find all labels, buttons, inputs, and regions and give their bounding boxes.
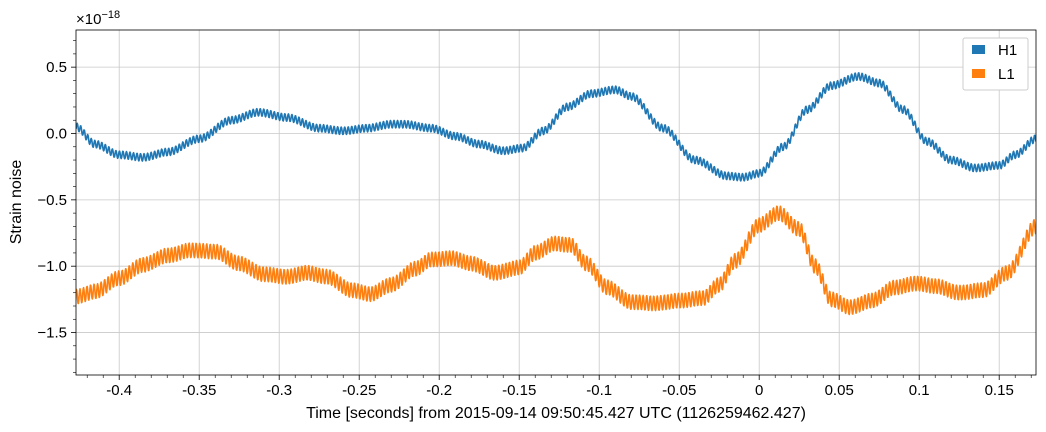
x-tick-label: 0.1 [909,382,930,399]
x-tick-label: -0.35 [182,382,216,399]
series-line-h1 [76,72,1036,182]
x-tick-label: 0.05 [825,382,854,399]
series-layer [76,72,1036,316]
x-tick-label: -0.3 [266,382,292,399]
y-tick-label: 0.0 [46,126,67,143]
plot-area [76,72,1036,316]
y-tick-label: 0.5 [46,59,67,76]
y-tick-label: −0.5 [37,192,67,209]
x-tick-label: -0.05 [662,382,696,399]
legend-swatch-l1 [972,69,985,78]
y-tick-label: −1.5 [37,325,67,342]
x-tick-label: -0.15 [502,382,536,399]
y-tick-label: −1.0 [37,258,67,275]
plot-frame [75,29,1037,376]
legend-label-l1: L1 [998,66,1015,83]
x-tick-label: -0.4 [106,382,132,399]
legend-swatch-h1 [972,45,985,54]
x-tick-label: -0.25 [342,382,376,399]
x-tick-label: -0.2 [426,382,452,399]
y-axis-label: Strain noise [8,160,25,245]
legend-label-h1: H1 [998,42,1017,59]
x-tick-label: 0.15 [985,382,1014,399]
x-tick-label: 0 [755,382,763,399]
y-axis: 0.5 0.0 −0.5 −1.0 −1.5 [37,40,76,373]
legend: H1 L1 [962,37,1029,91]
x-axis: -0.4 -0.35 -0.3 -0.25 -0.2 -0.15 -0.1 -0.05 0 0.0… [86,375,1032,399]
series-line-l1 [76,205,1036,316]
y-offset-label: ×10−18 [76,9,120,28]
x-tick-label: -0.1 [586,382,612,399]
x-axis-label: Time [seconds] from 2015-09-14 09:50:45.… [306,405,806,422]
